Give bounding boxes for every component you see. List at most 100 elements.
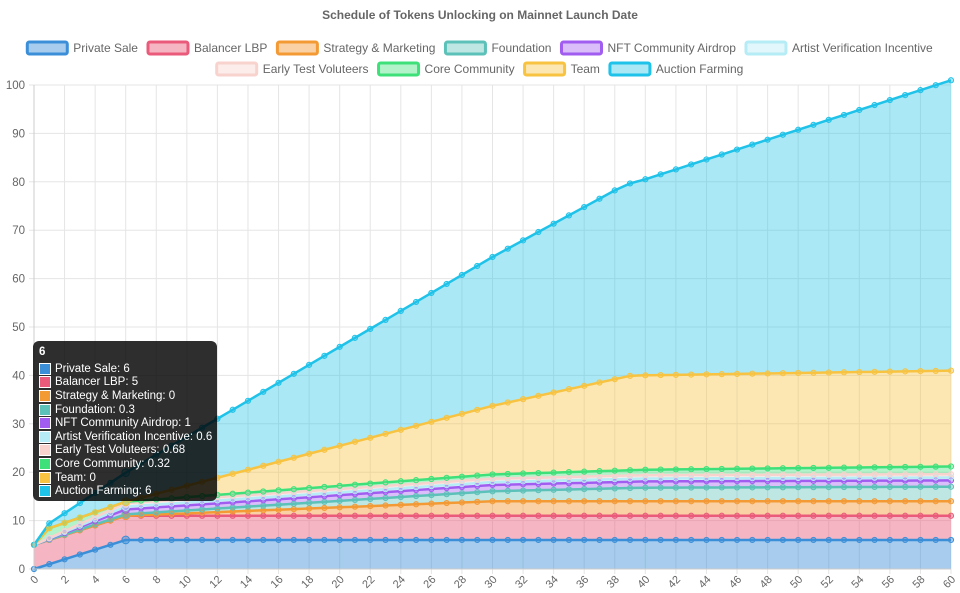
- legend-item-team[interactable]: Team: [523, 61, 600, 77]
- point-foundation[interactable]: [336, 497, 343, 504]
- point-foundation[interactable]: [871, 483, 878, 491]
- point-nft-community-airdrop[interactable]: [92, 518, 99, 525]
- point-balancer-lbp[interactable]: [672, 512, 680, 519]
- point-strategy-marketing[interactable]: [810, 498, 817, 505]
- point-core-community[interactable]: [596, 468, 603, 475]
- point-balancer-lbp[interactable]: [795, 512, 802, 519]
- point-foundation[interactable]: [244, 503, 252, 510]
- point-strategy-marketing[interactable]: [244, 507, 252, 515]
- point-foundation[interactable]: [596, 485, 603, 492]
- point-balancer-lbp[interactable]: [458, 512, 466, 519]
- point-auction-farming[interactable]: [840, 111, 848, 119]
- point-auction-farming[interactable]: [474, 262, 481, 270]
- point-balancer-lbp[interactable]: [657, 512, 664, 519]
- point-private-sale[interactable]: [672, 536, 680, 544]
- point-auction-farming[interactable]: [275, 379, 282, 386]
- point-team[interactable]: [290, 454, 297, 461]
- point-balancer-lbp[interactable]: [902, 512, 909, 519]
- point-foundation[interactable]: [306, 499, 313, 506]
- point-strategy-marketing[interactable]: [733, 498, 741, 505]
- point-core-community[interactable]: [229, 490, 236, 497]
- point-team[interactable]: [856, 368, 863, 376]
- point-team[interactable]: [61, 519, 68, 527]
- legend-item-auction-farming[interactable]: Auction Farming: [608, 61, 743, 77]
- point-team[interactable]: [947, 367, 955, 374]
- point-foundation[interactable]: [611, 485, 618, 492]
- point-auction-farming[interactable]: [856, 106, 863, 114]
- point-private-sale[interactable]: [306, 536, 313, 544]
- point-strategy-marketing[interactable]: [642, 498, 649, 505]
- point-balancer-lbp[interactable]: [168, 512, 175, 519]
- point-team[interactable]: [336, 442, 343, 449]
- point-balancer-lbp[interactable]: [856, 512, 863, 519]
- point-strategy-marketing[interactable]: [137, 512, 145, 519]
- point-auction-farming[interactable]: [61, 510, 68, 517]
- point-early-test-voluteers[interactable]: [764, 471, 771, 478]
- point-team[interactable]: [596, 379, 603, 386]
- point-foundation[interactable]: [672, 484, 680, 491]
- point-early-test-voluteers[interactable]: [779, 471, 786, 478]
- point-early-test-voluteers[interactable]: [856, 471, 863, 478]
- point-private-sale[interactable]: [718, 536, 725, 544]
- point-auction-farming[interactable]: [947, 77, 955, 84]
- point-early-test-voluteers[interactable]: [810, 471, 817, 478]
- point-core-community[interactable]: [840, 464, 848, 471]
- point-strategy-marketing[interactable]: [596, 498, 603, 505]
- point-early-test-voluteers[interactable]: [535, 474, 542, 481]
- point-foundation[interactable]: [489, 488, 496, 495]
- point-core-community[interactable]: [412, 477, 420, 484]
- point-early-test-voluteers[interactable]: [947, 471, 955, 478]
- point-balancer-lbp[interactable]: [260, 512, 267, 519]
- point-private-sale[interactable]: [733, 536, 741, 544]
- point-early-test-voluteers[interactable]: [902, 471, 909, 478]
- point-balancer-lbp[interactable]: [688, 512, 695, 519]
- point-strategy-marketing[interactable]: [260, 507, 267, 514]
- point-private-sale[interactable]: [183, 536, 190, 544]
- point-foundation[interactable]: [749, 484, 756, 491]
- point-core-community[interactable]: [611, 467, 618, 474]
- point-foundation[interactable]: [703, 484, 710, 491]
- point-auction-farming[interactable]: [46, 520, 53, 527]
- point-team[interactable]: [474, 406, 481, 413]
- point-early-test-voluteers[interactable]: [932, 471, 939, 478]
- point-strategy-marketing[interactable]: [871, 498, 878, 505]
- point-foundation[interactable]: [550, 486, 557, 493]
- point-private-sale[interactable]: [489, 536, 496, 544]
- point-balancer-lbp[interactable]: [382, 512, 389, 519]
- point-foundation[interactable]: [153, 509, 160, 516]
- point-team[interactable]: [565, 386, 573, 393]
- point-private-sale[interactable]: [474, 536, 481, 544]
- point-private-sale[interactable]: [856, 536, 863, 544]
- point-foundation[interactable]: [458, 490, 466, 497]
- point-core-community[interactable]: [519, 470, 527, 477]
- point-private-sale[interactable]: [779, 536, 786, 544]
- point-strategy-marketing[interactable]: [443, 499, 450, 507]
- point-balancer-lbp[interactable]: [336, 512, 343, 519]
- point-private-sale[interactable]: [107, 541, 114, 548]
- point-team[interactable]: [92, 509, 99, 516]
- point-core-community[interactable]: [688, 466, 695, 473]
- point-balancer-lbp[interactable]: [397, 512, 404, 519]
- point-strategy-marketing[interactable]: [397, 501, 404, 508]
- point-auction-farming[interactable]: [672, 166, 680, 173]
- point-foundation[interactable]: [733, 484, 741, 491]
- point-balancer-lbp[interactable]: [535, 512, 542, 519]
- legend-item-artist-verification-incentive[interactable]: Artist Verification Incentive: [744, 40, 933, 56]
- point-private-sale[interactable]: [596, 536, 603, 544]
- point-balancer-lbp[interactable]: [443, 512, 450, 519]
- point-foundation[interactable]: [428, 491, 435, 499]
- point-balancer-lbp[interactable]: [840, 512, 848, 519]
- point-strategy-marketing[interactable]: [825, 498, 832, 505]
- point-core-community[interactable]: [550, 469, 557, 476]
- point-balancer-lbp[interactable]: [917, 512, 924, 519]
- point-foundation[interactable]: [443, 491, 450, 498]
- legend-item-core-community[interactable]: Core Community: [377, 61, 515, 77]
- point-team[interactable]: [626, 372, 634, 379]
- point-private-sale[interactable]: [92, 546, 99, 553]
- point-private-sale[interactable]: [550, 536, 557, 544]
- point-foundation[interactable]: [168, 508, 175, 515]
- point-auction-farming[interactable]: [535, 228, 542, 236]
- point-auction-farming[interactable]: [718, 151, 725, 158]
- point-core-community[interactable]: [718, 465, 725, 473]
- point-early-test-voluteers[interactable]: [917, 471, 924, 478]
